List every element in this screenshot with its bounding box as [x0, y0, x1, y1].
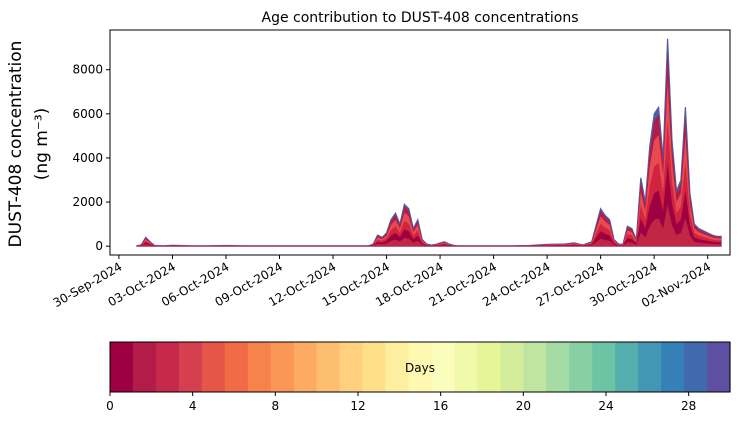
colorbar-segment: [385, 342, 410, 392]
colorbar-tick-label: 4: [189, 399, 197, 413]
colorbar-segment: [201, 342, 226, 392]
colorbar-segment: [110, 342, 134, 392]
colorbar-segment: [155, 342, 180, 392]
y-tick-label: 8000: [72, 63, 103, 77]
colorbar-tick-label: 0: [106, 399, 114, 413]
colorbar: 0 4 8 12 16 20 24 28: [106, 341, 731, 413]
colorbar-segment: [270, 342, 295, 392]
y-tick-label: 2000: [72, 195, 103, 209]
colorbar-tick-label: 16: [433, 399, 448, 413]
colorbar-segment: [362, 342, 387, 392]
y-axis-label: DUST-408 concentration (ng m⁻³): [6, 41, 52, 248]
y-axis-label-line1: DUST-408 concentration: [6, 41, 26, 248]
colorbar-segment: [661, 342, 685, 392]
colorbar-segment: [546, 342, 570, 392]
colorbar-segment: [500, 342, 524, 392]
colorbar-tick-label: 24: [598, 399, 613, 413]
y-tick-label: 4000: [72, 151, 103, 165]
colorbar-segment: [707, 342, 731, 392]
colorbar-segment: [684, 342, 708, 392]
plot-frame: [109, 29, 731, 256]
colorbar-tick-label: 8: [272, 399, 280, 413]
colorbar-segment: [339, 342, 364, 392]
area-layer-1: [136, 49, 722, 247]
area-layer-2: [136, 80, 722, 247]
area-layer-3: [136, 121, 722, 247]
x-axis: 30-Sep-202403-Oct-202406-Oct-202409-Oct-…: [51, 255, 713, 310]
colorbar-label: Days: [405, 361, 435, 375]
colorbar-segment: [592, 342, 616, 392]
colorbar-segment: [523, 342, 547, 392]
colorbar-segment: [477, 342, 501, 392]
colorbar-segment: [293, 342, 318, 392]
colorbar-segment: [569, 342, 593, 392]
y-axis: 0 2000 4000 6000 8000: [72, 63, 110, 253]
colorbar-tick-label: 28: [681, 399, 696, 413]
colorbar-segment: [638, 342, 662, 392]
colorbar-segment: [178, 342, 203, 392]
colorbar-tick-label: 20: [516, 399, 531, 413]
y-tick-label: 6000: [72, 107, 103, 121]
colorbar-tick-label: 12: [350, 399, 365, 413]
colorbar-segment: [454, 342, 478, 392]
colorbar-segment: [247, 342, 272, 392]
area-layer-5: [136, 204, 722, 247]
colorbar-segment: [615, 342, 639, 392]
colorbar-segment: [316, 342, 341, 392]
y-tick-label: 0: [95, 239, 103, 253]
stacked-area-series: [136, 38, 722, 247]
colorbar-segment: [431, 342, 456, 392]
colorbar-segment: [224, 342, 249, 392]
area-layer-0: [136, 38, 722, 247]
colorbar-frame: [109, 341, 731, 393]
colorbar-segment: [408, 342, 433, 392]
colorbar-segment: [132, 342, 157, 392]
chart-title: Age contribution to DUST-408 concentrati…: [262, 10, 579, 26]
y-axis-label-line2: (ng m⁻³): [32, 108, 52, 181]
